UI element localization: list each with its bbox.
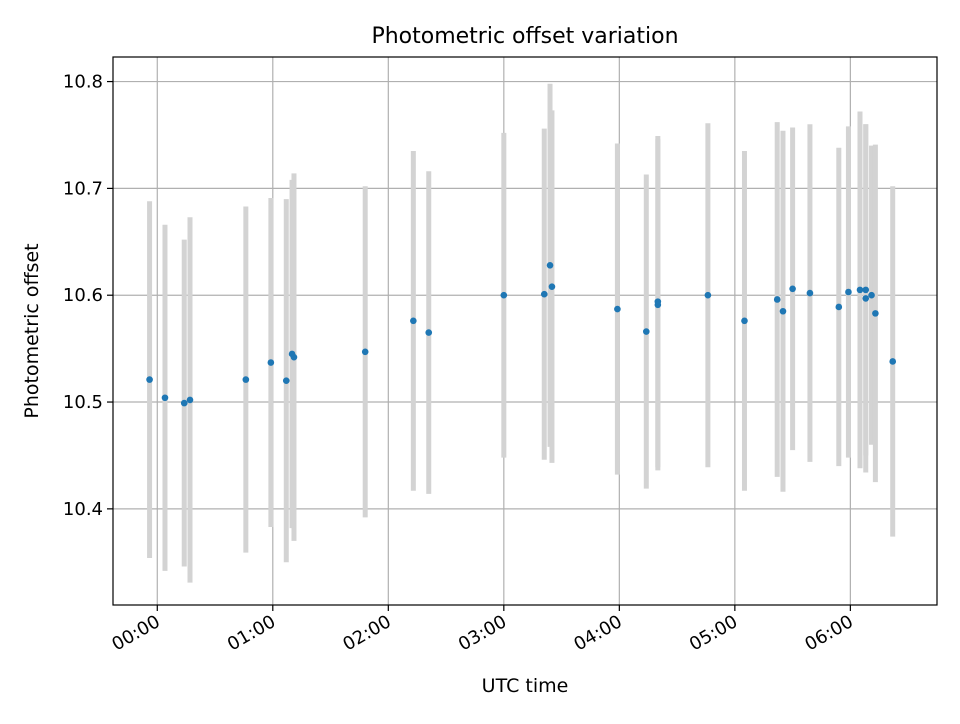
data-point — [862, 286, 870, 294]
data-point — [290, 353, 298, 361]
data-point — [889, 358, 897, 365]
data-point — [862, 295, 870, 302]
data-point — [654, 301, 662, 309]
data-point — [410, 317, 417, 325]
data-point — [845, 288, 852, 296]
y-tick-label: 10.4 — [63, 499, 103, 520]
data-point — [267, 359, 275, 366]
data-point — [789, 285, 796, 293]
data-point — [835, 303, 843, 311]
data-point — [282, 377, 290, 384]
data-point — [546, 262, 554, 269]
data-point — [180, 399, 188, 407]
data-point — [500, 291, 508, 299]
chart-title: Photometric offset variation — [371, 24, 678, 49]
y-axis-ticks: 10.4 10.5 10.6 10.7 10.8 — [63, 72, 113, 520]
data-point — [186, 396, 194, 404]
data-point — [242, 376, 250, 383]
y-tick-label: 10.7 — [63, 178, 103, 199]
data-point — [146, 376, 153, 383]
data-point — [741, 317, 748, 325]
data-point — [540, 290, 548, 298]
x-axis-label: UTC time — [482, 675, 569, 697]
data-point — [425, 329, 433, 336]
data-points — [146, 262, 897, 407]
data-point — [868, 291, 875, 299]
y-tick-label: 10.6 — [63, 285, 103, 306]
data-point — [704, 291, 712, 299]
y-tick-label: 10.5 — [63, 392, 103, 413]
data-point — [872, 310, 879, 317]
data-point — [642, 328, 650, 335]
data-point — [806, 289, 814, 297]
data-point — [856, 286, 864, 294]
data-point — [614, 305, 621, 313]
data-point — [773, 296, 781, 303]
data-point — [161, 394, 169, 402]
y-axis-label: Photometric offset — [21, 243, 43, 418]
y-tick-label: 10.8 — [63, 72, 103, 93]
data-point — [779, 307, 787, 315]
data-point — [361, 348, 369, 356]
data-point — [548, 283, 556, 290]
plot-frame — [112, 56, 938, 606]
